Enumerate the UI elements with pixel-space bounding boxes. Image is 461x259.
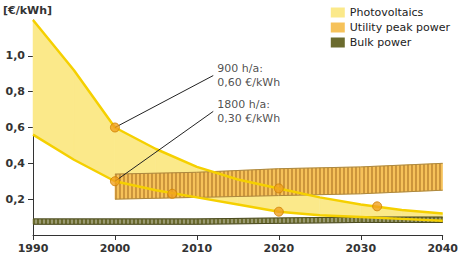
svg-text:Bulk power: Bulk power	[350, 36, 412, 49]
svg-text:2010: 2010	[182, 242, 213, 255]
svg-text:2020: 2020	[264, 242, 295, 255]
svg-text:Photovoltaics: Photovoltaics	[350, 6, 424, 19]
svg-text:900 h/a:: 900 h/a:	[217, 62, 263, 75]
svg-text:0,4: 0,4	[6, 157, 26, 170]
svg-text:0,6: 0,6	[6, 121, 26, 134]
svg-text:2000: 2000	[100, 242, 131, 255]
svg-text:0,60 €/kWh: 0,60 €/kWh	[217, 76, 280, 89]
svg-text:Utility peak power: Utility peak power	[350, 21, 451, 34]
svg-text:0,2: 0,2	[6, 193, 26, 206]
svg-text:1800 h/a:: 1800 h/a:	[217, 98, 270, 111]
svg-text:0,30 €/kWh: 0,30 €/kWh	[217, 112, 280, 125]
svg-text:2030: 2030	[345, 242, 376, 255]
svg-text:[€/kWh]: [€/kWh]	[3, 4, 52, 17]
svg-text:1,0: 1,0	[6, 49, 26, 62]
svg-text:0,8: 0,8	[6, 85, 26, 98]
svg-text:1990: 1990	[18, 242, 49, 255]
svg-text:2040: 2040	[427, 242, 458, 255]
